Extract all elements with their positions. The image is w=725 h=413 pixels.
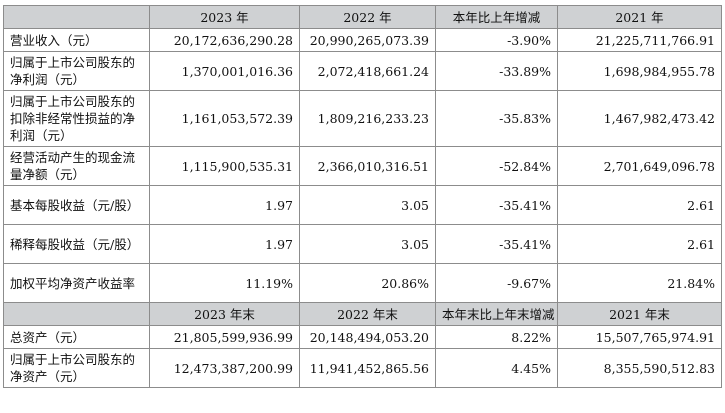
cell-2021: 15,507,765,974.91 [557, 325, 722, 349]
cell-2021: 2,701,649,096.78 [557, 146, 722, 186]
header-change: 本年比上年增减 [435, 5, 558, 29]
cell-2022: 1,809,216,233.23 [299, 90, 436, 147]
cell-2022: 3.05 [299, 185, 436, 225]
cell-2023: 1.97 [149, 224, 300, 264]
table-row: 加权平均净资产收益率 11.19% 20.86% -9.67% 21.84% [3, 263, 722, 303]
header-2022: 2022 年 [299, 5, 436, 29]
cell-2023: 12,473,387,200.99 [149, 348, 300, 388]
cell-change: 8.22% [435, 325, 558, 349]
row-label: 经营活动产生的现金流量净额（元） [3, 146, 150, 186]
table-row: 总资产（元） 21,805,599,936.99 20,148,494,053.… [3, 325, 722, 349]
header-corner-cell [3, 302, 150, 326]
header-2023-end: 2023 年末 [149, 302, 300, 326]
cell-2023: 11.19% [149, 263, 300, 303]
header-row-annual: 2023 年 2022 年 本年比上年增减 2021 年 [3, 5, 722, 29]
cell-change: -3.90% [435, 28, 558, 52]
cell-2021: 2.61 [557, 224, 722, 264]
row-label: 稀释每股收益（元/股） [3, 224, 150, 264]
header-2023: 2023 年 [149, 5, 300, 29]
table-row: 基本每股收益（元/股） 1.97 3.05 -35.41% 2.61 [3, 185, 722, 225]
table-row: 经营活动产生的现金流量净额（元） 1,115,900,535.31 2,366,… [3, 146, 722, 186]
cell-2021: 21,225,711,766.91 [557, 28, 722, 52]
cell-2022: 20.86% [299, 263, 436, 303]
header-2021: 2021 年 [557, 5, 722, 29]
cell-change: -9.67% [435, 263, 558, 303]
cell-2023: 1,370,001,016.36 [149, 51, 300, 91]
cell-change: -33.89% [435, 51, 558, 91]
row-label: 基本每股收益（元/股） [3, 185, 150, 225]
cell-2021: 8,355,590,512.83 [557, 348, 722, 388]
cell-2021: 21.84% [557, 263, 722, 303]
cell-2021: 1,467,982,473.42 [557, 90, 722, 147]
row-label: 归属于上市公司股东的净利润（元） [3, 51, 150, 91]
cell-change: -35.83% [435, 90, 558, 147]
cell-change: 4.45% [435, 348, 558, 388]
table-row: 稀释每股收益（元/股） 1.97 3.05 -35.41% 2.61 [3, 224, 722, 264]
header-2022-end: 2022 年末 [299, 302, 436, 326]
cell-2021: 1,698,984,955.78 [557, 51, 722, 91]
row-label: 归属于上市公司股东的净资产（元） [3, 348, 150, 388]
cell-2022: 2,366,010,316.51 [299, 146, 436, 186]
cell-2023: 1,161,053,572.39 [149, 90, 300, 147]
cell-2022: 11,941,452,865.56 [299, 348, 436, 388]
header-2021-end: 2021 年末 [557, 302, 722, 326]
cell-change: -35.41% [435, 185, 558, 225]
cell-change: -52.84% [435, 146, 558, 186]
table-row: 归属于上市公司股东的扣除非经常性损益的净利润（元） 1,161,053,572.… [3, 90, 722, 147]
cell-2021: 2.61 [557, 185, 722, 225]
cell-2023: 21,805,599,936.99 [149, 325, 300, 349]
row-label: 总资产（元） [3, 325, 150, 349]
header-row-year-end: 2023 年末 2022 年末 本年末比上年末增减 2021 年末 [3, 302, 722, 326]
header-change-end: 本年末比上年末增减 [435, 302, 558, 326]
row-label: 归属于上市公司股东的扣除非经常性损益的净利润（元） [3, 90, 150, 147]
row-label: 加权平均净资产收益率 [3, 263, 150, 303]
cell-2023: 1,115,900,535.31 [149, 146, 300, 186]
row-label: 营业收入（元） [3, 28, 150, 52]
cell-2023: 20,172,636,290.28 [149, 28, 300, 52]
table-row: 营业收入（元） 20,172,636,290.28 20,990,265,073… [3, 28, 722, 52]
financial-summary-table: 2023 年 2022 年 本年比上年增减 2021 年 营业收入（元） 20,… [3, 5, 722, 388]
cell-2022: 2,072,418,661.24 [299, 51, 436, 91]
table-row: 归属于上市公司股东的净利润（元） 1,370,001,016.36 2,072,… [3, 51, 722, 91]
cell-2023: 1.97 [149, 185, 300, 225]
cell-change: -35.41% [435, 224, 558, 264]
cell-2022: 3.05 [299, 224, 436, 264]
cell-2022: 20,148,494,053.20 [299, 325, 436, 349]
header-corner-cell [3, 5, 150, 29]
table-row: 归属于上市公司股东的净资产（元） 12,473,387,200.99 11,94… [3, 348, 722, 388]
cell-2022: 20,990,265,073.39 [299, 28, 436, 52]
